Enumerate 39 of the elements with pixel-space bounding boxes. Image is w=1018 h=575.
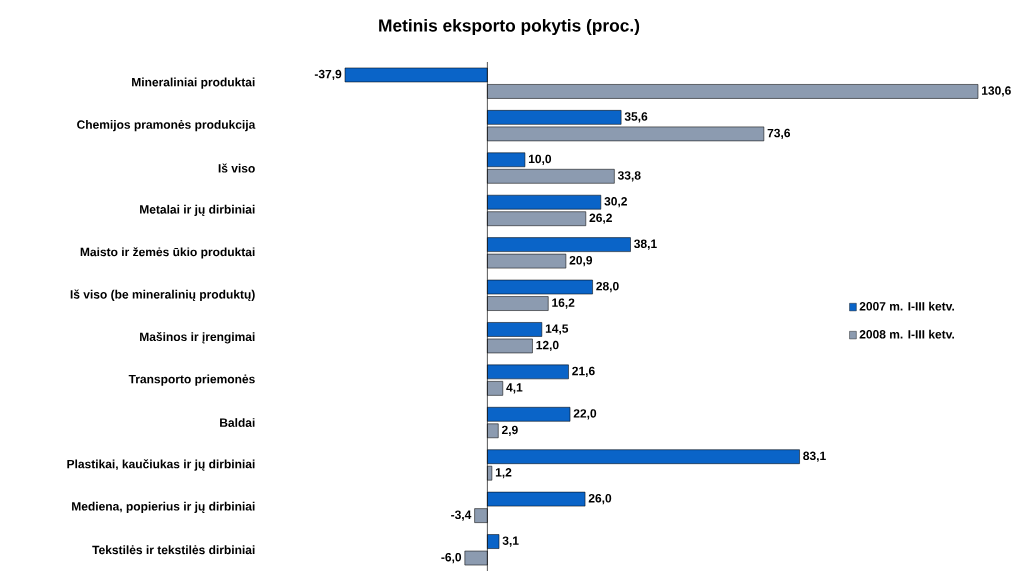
data-label: 12,0 bbox=[536, 340, 559, 352]
y-tick-label: Transporto priemonės bbox=[128, 374, 255, 386]
data-label: 1,2 bbox=[495, 468, 512, 479]
data-label: -3,4 bbox=[451, 510, 472, 521]
data-label: -6,0 bbox=[441, 552, 462, 564]
y-tick-label: Chemijos pramonės produkcija bbox=[77, 120, 256, 132]
y-tick-label: Iš viso (be mineralinių produktų) bbox=[70, 289, 255, 302]
y-tick-label: Mineraliniai produktai bbox=[132, 77, 255, 89]
data-label: 3,1 bbox=[502, 536, 519, 547]
y-tick-label: Plastikai, kaučiukas ir jų dirbiniai bbox=[67, 459, 255, 471]
legend-label: 2008 m. I-III ketv. bbox=[859, 329, 954, 339]
data-label: 38,1 bbox=[634, 239, 657, 250]
data-label: 4,1 bbox=[506, 383, 523, 394]
data-label: 21,6 bbox=[572, 366, 595, 377]
data-label: 130,6 bbox=[982, 86, 1011, 97]
data-label: 22,0 bbox=[573, 409, 597, 420]
data-label: 35,6 bbox=[624, 112, 648, 123]
y-tick-label: Mašinos ir įrengimai bbox=[140, 331, 255, 344]
data-label: 28,0 bbox=[596, 281, 619, 293]
data-label: 10,0 bbox=[528, 154, 552, 165]
data-label: 16,2 bbox=[552, 298, 575, 309]
y-tick-label: Tekstilės ir tekstilės dirbiniai bbox=[92, 545, 255, 555]
data-label: 73,6 bbox=[767, 128, 791, 139]
y-tick-label: Mediena, popierius ir jų dirbiniai bbox=[72, 501, 255, 513]
data-label: 14,5 bbox=[545, 324, 569, 335]
legend-label: 2007 m. I-III ketv. bbox=[859, 301, 954, 311]
y-tick-label: Iš viso bbox=[218, 163, 255, 173]
data-label: 20,9 bbox=[569, 256, 593, 267]
data-label: 30,2 bbox=[604, 197, 627, 208]
data-label: 26,0 bbox=[588, 493, 612, 505]
data-label: -37,9 bbox=[314, 69, 342, 81]
data-label: 2,9 bbox=[501, 425, 518, 436]
y-tick-label: Baldai bbox=[220, 418, 255, 427]
y-tick-label: Metalai ir jų dirbiniai bbox=[140, 204, 255, 217]
chart-title: Metinis eksporto pokytis (proc.) bbox=[379, 18, 640, 36]
data-label: 26,2 bbox=[589, 213, 612, 224]
data-label: 83,1 bbox=[803, 451, 826, 462]
data-label: 33,8 bbox=[617, 171, 641, 182]
y-tick-label: Maisto ir žemės ūkio produktai bbox=[80, 247, 255, 259]
